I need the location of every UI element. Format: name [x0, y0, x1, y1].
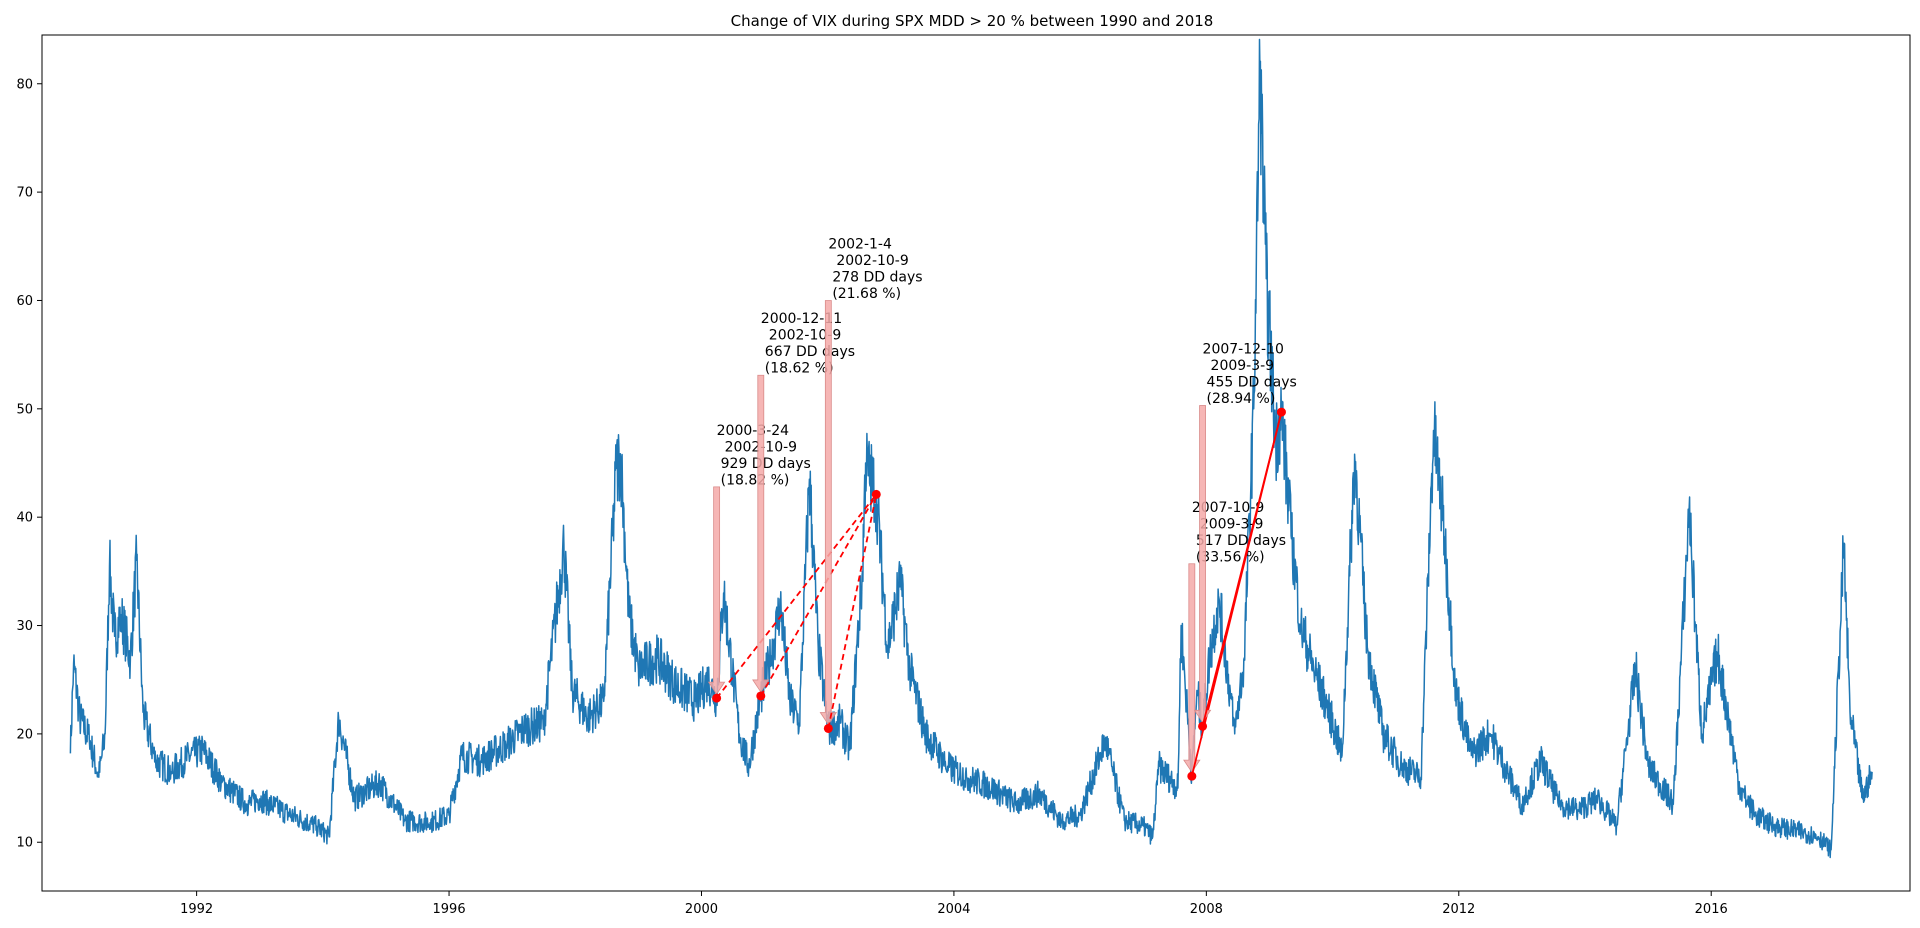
drawdown-end-marker-2: [1276, 407, 1286, 417]
annotation-layer: 2000-3-242002-10-9929 DD days(18.82 %)20…: [707, 236, 1297, 781]
y-tick-label: 40: [16, 511, 33, 526]
x-tick-label: 1996: [433, 902, 466, 917]
drawdown-label-line: 929 DD days: [721, 456, 811, 472]
y-tick-label: 30: [16, 619, 33, 634]
drawdown-label-line: 278 DD days: [832, 269, 922, 285]
drawdown-label-line: (18.62 %): [765, 361, 834, 377]
drawdown-arrow-1: [707, 486, 726, 695]
y-tick-label: 50: [16, 402, 33, 417]
chart-title: Change of VIX during SPX MDD > 20 % betw…: [731, 12, 1214, 30]
drawdown-arrow-5: [1193, 405, 1212, 724]
drawdown-label-line: 2000-3-24: [717, 423, 790, 439]
drawdown-label-line: (33.56 %): [1196, 549, 1265, 565]
drawdown-label-1: 2000-3-242002-10-9929 DD days(18.82 %): [717, 423, 811, 489]
drawdown-connector-5: [1201, 411, 1283, 727]
drawdown-label-line: (21.68 %): [832, 286, 901, 302]
drawdown-connector-1: [715, 493, 877, 699]
y-tick-label: 80: [16, 77, 33, 92]
x-tick-label: 1992: [180, 902, 213, 917]
series-layer: [69, 38, 1873, 859]
drawdown-label-2: 2000-12-11 2002-10-9 667 DD days (18.62 %): [761, 311, 855, 377]
drawdown-arrow-2: [752, 374, 770, 693]
drawdown-arrow-3: [819, 300, 838, 726]
x-tick-label: 2008: [1190, 902, 1223, 917]
drawdown-label-line: 2002-10-9: [769, 328, 841, 344]
drawdown-label-line: 2009-3-9: [1200, 516, 1264, 532]
x-tick-label: 2016: [1695, 902, 1728, 917]
drawdown-start-marker-3: [823, 723, 833, 733]
y-tick-label: 20: [16, 727, 33, 742]
drawdown-label-line: 2007-12-10: [1203, 342, 1284, 358]
drawdown-label-4: 2007-10-9 2009-3-9 517 DD days (33.56 %): [1192, 500, 1286, 566]
drawdown-start-marker-1: [712, 693, 722, 703]
x-tick-label: 2000: [685, 902, 718, 917]
x-tick-label: 2004: [937, 902, 970, 917]
drawdown-start-marker-4: [1187, 771, 1197, 781]
drawdown-label-line: 667 DD days: [765, 344, 855, 360]
drawdown-label-line: 455 DD days: [1207, 375, 1297, 391]
series-line-vix: [69, 38, 1873, 859]
drawdown-label-5: 2007-12-10 2009-3-9 455 DD days (28.94 %): [1203, 342, 1297, 408]
axes-layer: 1992 1996 2000 2004 2008 2012 2016 10 20 30 40 50 60…: [16, 34, 1911, 917]
drawdown-arrow-4: [1183, 563, 1201, 773]
y-tick-label: 70: [16, 186, 33, 201]
drawdown-start-marker-5: [1198, 721, 1208, 731]
drawdown-end-marker-1: [871, 489, 881, 499]
y-tick-label: 10: [16, 836, 33, 851]
x-tick-label: 2012: [1442, 902, 1475, 917]
drawdown-label-line: 517 DD days: [1196, 533, 1286, 549]
drawdown-label-line: 2007-10-9: [1192, 500, 1264, 516]
drawdown-label-line: 2002-10-9: [836, 253, 908, 269]
drawdown-label-line: 2009-3-9: [1211, 358, 1275, 374]
drawdown-connector-2: [760, 493, 878, 697]
drawdown-label-line: 2000-12-11: [761, 311, 842, 327]
drawdown-label-line: (28.94 %): [1207, 391, 1276, 407]
drawdown-label-line: (18.82 %): [721, 472, 790, 488]
drawdown-label-line: 2002-1-4: [828, 236, 892, 252]
drawdown-start-marker-2: [756, 691, 766, 701]
y-tick-label: 60: [16, 294, 33, 309]
plot-frame: [41, 34, 1911, 892]
drawdown-label-3: 2002-1-4 2002-10-9 278 DD days (21.68 %): [828, 236, 922, 302]
